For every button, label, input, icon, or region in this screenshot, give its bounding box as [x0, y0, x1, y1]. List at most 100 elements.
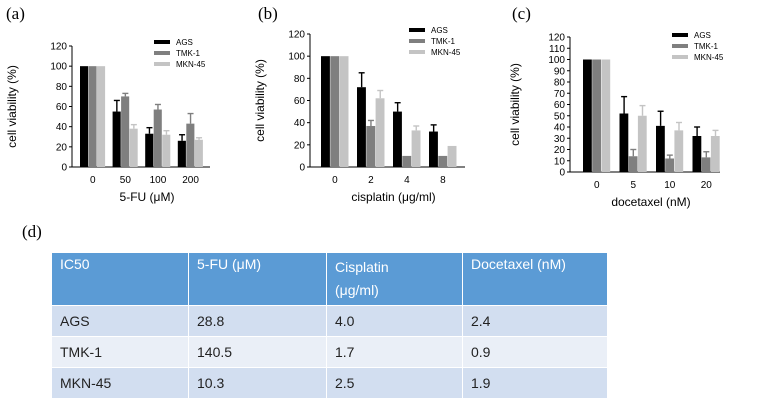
table-cell: 2.5: [326, 367, 463, 398]
y-tick-label: 70: [554, 89, 566, 100]
y-tick-label: 80: [56, 82, 68, 93]
y-tick-label: 50: [554, 111, 566, 122]
table-cell: 1.7: [326, 336, 463, 368]
table-cell: 0.9: [462, 336, 607, 368]
y-tick-label: 20: [294, 140, 306, 151]
y-tick-label: 0: [61, 163, 67, 174]
y-tick-label: 30: [554, 134, 566, 145]
y-axis-title: cell viability (%): [5, 65, 19, 148]
bar-mkn-45: [375, 98, 385, 167]
legend-label: AGS: [431, 26, 448, 35]
bar-tmk-1: [88, 66, 97, 167]
bar-tmk-1: [121, 96, 130, 167]
bar-mkn-45: [637, 115, 647, 172]
legend-label: MKN-45: [431, 48, 461, 57]
y-tick-label: 110: [549, 44, 565, 55]
legend-swatch-tmk-1: [409, 39, 425, 43]
bar-tmk-1: [438, 155, 448, 167]
table-header-cell: Docetaxel (nM): [462, 253, 607, 306]
table-cell: TMK-1: [52, 336, 189, 368]
bar-ags: [112, 111, 121, 167]
table-cell: 10.3: [188, 367, 327, 398]
bar-mkn-45: [339, 56, 349, 167]
chart-5fu: 0 20 40 60 80 100 120 cell viability (%) 0 50 100 2…: [5, 38, 210, 204]
x-tick-label: 20: [701, 180, 713, 191]
x-tick-label: 200: [182, 175, 199, 186]
bar-ags: [393, 111, 402, 167]
legend-swatch-tmk-1: [154, 51, 170, 55]
bar-mkn-45: [601, 59, 611, 172]
bar-ags: [619, 113, 629, 172]
x-axis-title: 5-FU (μM): [120, 190, 175, 204]
legend-label: TMK-1: [694, 42, 719, 51]
y-tick-label: 0: [299, 163, 305, 174]
y-tick-label: 90: [554, 66, 566, 77]
bar-ags: [145, 133, 154, 167]
bar-tmk-1: [665, 158, 674, 172]
table-header-cell: IC50: [52, 253, 189, 306]
y-tick-label: 120: [50, 42, 67, 53]
x-tick-label: 0: [594, 180, 600, 191]
y-axis-title: cell viability (%): [253, 59, 267, 142]
bar-mkn-45: [447, 145, 457, 167]
x-tick-label: 0: [332, 175, 338, 186]
x-tick-label: 50: [120, 175, 132, 186]
y-tick-label: 60: [56, 102, 68, 113]
legend-label: MKN-45: [176, 60, 206, 69]
bar-ags: [429, 131, 438, 167]
y-tick-label: 100: [50, 62, 67, 73]
table-cell: AGS: [52, 305, 189, 337]
legend-swatch-mkn-45: [409, 50, 425, 54]
y-tick-label: 60: [294, 96, 306, 107]
table-header-row: IC50 5-FU (μM) Cisplatin (μg/ml) Docetax…: [52, 253, 607, 306]
bar-tmk-1: [186, 123, 195, 167]
panel-label-d: (d): [22, 222, 42, 241]
legend-label: AGS: [694, 31, 711, 40]
y-tick-label: 40: [554, 123, 566, 134]
legend-label: TMK-1: [176, 49, 201, 58]
x-tick-label: 2: [368, 175, 374, 186]
bar-tmk-1: [592, 59, 601, 172]
bar-ags: [80, 66, 89, 167]
legend-swatch-ags: [154, 40, 170, 44]
table-header-text: Cisplatin (μg/ml): [335, 259, 389, 298]
x-tick-label: 10: [664, 180, 676, 191]
panel-label-b: (b): [258, 4, 278, 23]
x-tick-label: 8: [440, 175, 446, 186]
bar-tmk-1: [366, 125, 376, 167]
bar-ags: [321, 56, 330, 167]
bar-tmk-1: [330, 56, 340, 167]
legend-swatch-mkn-45: [154, 62, 170, 66]
y-tick-label: 100: [548, 55, 565, 66]
legend-label: AGS: [176, 38, 193, 47]
y-tick-label: 60: [554, 100, 566, 111]
y-tick-label: 80: [554, 78, 566, 89]
bar-mkn-45: [97, 66, 106, 167]
bar-tmk-1: [701, 157, 711, 172]
y-tick-label: 0: [559, 168, 565, 179]
table-cell: 2.4: [462, 305, 607, 337]
y-tick-label: 120: [288, 30, 305, 41]
bar-mkn-45: [411, 130, 421, 167]
table-cell: MKN-45: [52, 367, 189, 398]
y-tick-label: 20: [56, 142, 68, 153]
table-cell: 1.9: [462, 367, 607, 398]
bar-ags: [357, 87, 366, 167]
y-tick-label: 40: [56, 122, 68, 133]
table-header-cell: 5-FU (μM): [188, 253, 327, 306]
y-tick-label: 80: [294, 74, 306, 85]
y-tick-label: 10: [554, 156, 566, 167]
legend-label: MKN-45: [694, 53, 724, 62]
y-axis-title: cell viability (%): [508, 63, 522, 146]
table-row: TMK-1 140.5 1.7 0.9: [52, 336, 607, 368]
bar-mkn-45: [710, 136, 720, 172]
legend-label: TMK-1: [431, 37, 456, 46]
panel-label-a: (a): [6, 4, 25, 23]
bar-tmk-1: [153, 109, 162, 167]
table-cell: 140.5: [188, 336, 327, 368]
y-tick-label: 40: [294, 118, 306, 129]
legend-swatch-tmk-1: [672, 44, 688, 48]
y-tick-label: 120: [548, 33, 565, 44]
x-tick-label: 100: [150, 175, 167, 186]
